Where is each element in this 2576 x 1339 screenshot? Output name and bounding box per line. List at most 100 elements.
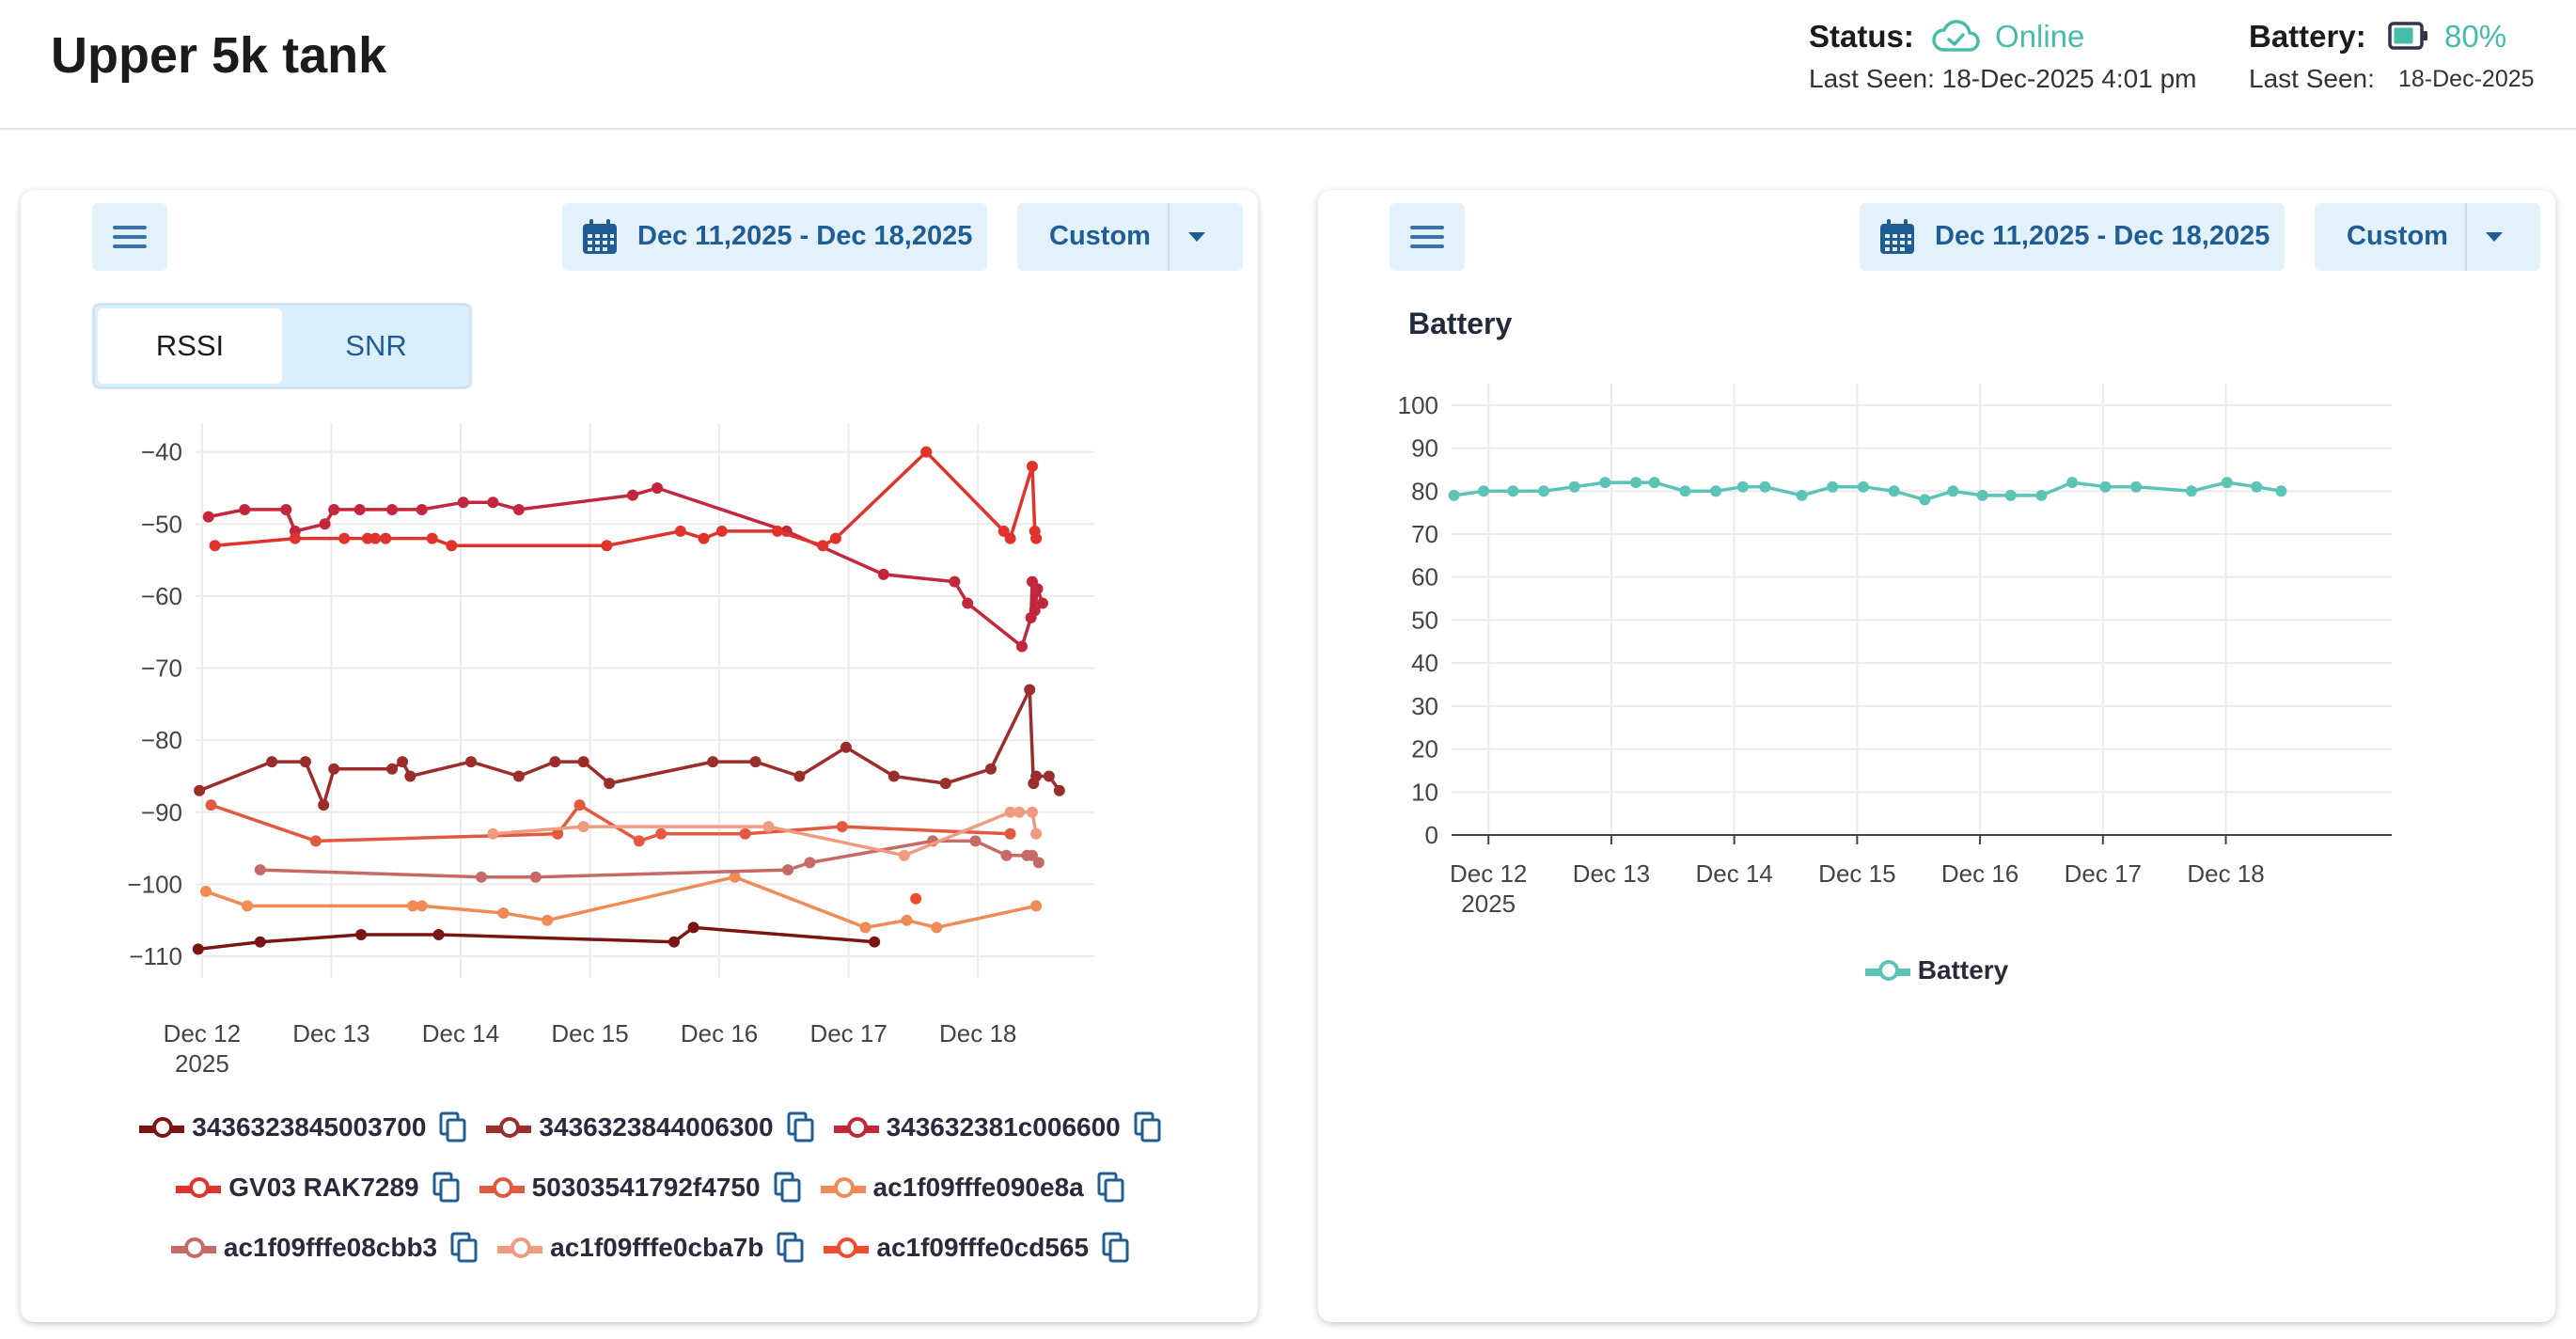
range-select[interactable]: Custom: [1017, 203, 1243, 271]
legend-item[interactable]: 343632381c006600: [833, 1111, 1162, 1143]
data-point: [781, 864, 793, 876]
data-point: [202, 511, 214, 523]
data-point: [552, 827, 564, 840]
menu-button[interactable]: [1390, 203, 1465, 271]
data-point: [1000, 849, 1013, 861]
status-label: Status:: [1809, 19, 1914, 54]
range-select[interactable]: Custom: [2315, 203, 2540, 271]
battery-legend: Battery: [1318, 955, 2555, 985]
y-tick-label: 50: [1411, 606, 1438, 634]
data-point: [1947, 485, 1959, 497]
data-point: [487, 496, 499, 509]
legend-label: ac1f09fffe090e8a: [872, 1173, 1084, 1202]
data-point: [1029, 605, 1041, 617]
legend-swatch: [139, 1114, 185, 1141]
y-tick-label: 90: [1411, 434, 1438, 463]
date-range-button[interactable]: Dec 11,2025 - Dec 18,2025: [1860, 203, 2285, 271]
data-point: [898, 849, 910, 861]
data-point: [1053, 784, 1065, 796]
data-point: [380, 532, 392, 544]
data-point: [1026, 460, 1038, 472]
data-point: [1630, 477, 1642, 489]
data-point: [771, 525, 783, 537]
copy-icon[interactable]: [450, 1232, 479, 1264]
legend-item[interactable]: Battery: [1864, 955, 2008, 985]
menu-button[interactable]: [92, 203, 167, 271]
x-tick-label: Dec 15: [551, 1019, 628, 1048]
copy-icon[interactable]: [787, 1111, 815, 1143]
legend-swatch: [824, 1235, 870, 1261]
data-point: [404, 770, 416, 782]
data-point: [200, 886, 212, 898]
legend-item[interactable]: 3436323844006300: [486, 1111, 814, 1143]
copy-icon[interactable]: [774, 1172, 802, 1204]
data-point: [361, 532, 373, 544]
copy-icon[interactable]: [1097, 1172, 1125, 1204]
data-point: [739, 827, 751, 840]
data-point: [1976, 489, 1988, 501]
data-point: [1004, 532, 1016, 544]
copy-icon[interactable]: [777, 1232, 805, 1264]
y-tick-label: 20: [1411, 735, 1438, 764]
series-line: [197, 925, 875, 952]
data-point: [687, 922, 699, 934]
data-point: [962, 597, 974, 609]
caret-down-icon: [2486, 232, 2503, 242]
data-point: [1538, 485, 1550, 497]
legend-item[interactable]: 50303541792f4750: [479, 1172, 802, 1204]
data-point: [209, 540, 221, 552]
legend-swatch: [176, 1174, 222, 1201]
data-point: [1004, 806, 1016, 818]
rssi-panel: Dec 11,2025 - Dec 18,2025 Custom RSSI SN…: [21, 190, 1258, 1322]
data-point: [2275, 485, 2287, 497]
legend-item[interactable]: ac1f09fffe08cbb3: [170, 1232, 479, 1264]
legend-label: 343632381c006600: [886, 1112, 1121, 1142]
legend-item[interactable]: GV03 RAK7289: [176, 1172, 460, 1204]
data-point: [328, 503, 340, 515]
copy-icon[interactable]: [439, 1111, 467, 1143]
y-tick-label: 30: [1411, 692, 1438, 720]
data-point: [426, 532, 438, 544]
legend-item[interactable]: ac1f09fffe090e8a: [820, 1172, 1125, 1204]
data-point: [652, 481, 664, 494]
data-point: [1568, 480, 1580, 493]
toggle-rssi[interactable]: RSSI: [98, 308, 282, 384]
data-point: [1710, 485, 1722, 497]
data-point: [432, 929, 445, 941]
copy-icon[interactable]: [1134, 1111, 1162, 1143]
copy-icon[interactable]: [432, 1172, 461, 1204]
data-point: [289, 532, 301, 544]
y-tick-label: 80: [1411, 477, 1438, 505]
x-tick-label: Dec 12: [164, 1019, 241, 1048]
cloud-check-icon: [1932, 20, 1980, 52]
data-point: [464, 756, 477, 768]
data-point: [817, 540, 829, 552]
legend-label: GV03 RAK7289: [228, 1173, 419, 1202]
date-range-button[interactable]: Dec 11,2025 - Dec 18,2025: [562, 203, 987, 271]
data-point: [836, 821, 848, 833]
data-point: [497, 907, 510, 920]
data-point: [859, 922, 872, 934]
toggle-snr[interactable]: SNR: [345, 329, 407, 362]
legend-item[interactable]: ac1f09fffe0cba7b: [497, 1232, 805, 1264]
x-tick-label: Dec 18: [939, 1019, 1016, 1048]
data-point: [386, 503, 399, 515]
x-tick-label: Dec 13: [292, 1019, 369, 1048]
data-point: [369, 532, 382, 544]
legend-item[interactable]: ac1f09fffe0cd565: [824, 1232, 1130, 1264]
data-point: [1888, 485, 1900, 497]
data-point: [1796, 489, 1808, 501]
legend-item[interactable]: 3436323845003700: [139, 1111, 467, 1143]
date-range-text: Dec 11,2025 - Dec 18,2025: [1935, 221, 2270, 251]
data-point: [328, 763, 340, 775]
calendar-icon: [1880, 219, 1914, 254]
data-point: [655, 827, 668, 840]
data-point: [2221, 477, 2233, 489]
copy-icon[interactable]: [1102, 1232, 1130, 1264]
legend-row-3: ac1f09fffe08cbb3 ac1f09fffe0cba7b ac1f09…: [21, 1232, 1280, 1264]
data-point: [1030, 827, 1043, 840]
data-point: [626, 489, 638, 501]
data-point: [529, 871, 542, 883]
